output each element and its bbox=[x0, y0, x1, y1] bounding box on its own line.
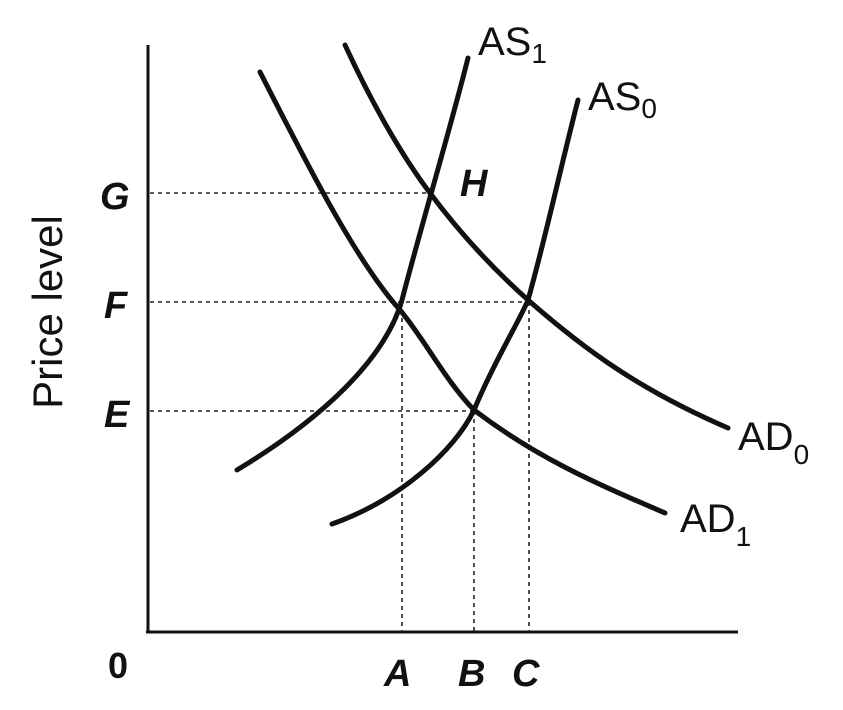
output-label-b: B bbox=[458, 653, 485, 695]
ad0-curve bbox=[342, 42, 731, 431]
as1-label: AS1 bbox=[478, 20, 547, 69]
point-h-label: H bbox=[460, 163, 489, 205]
price-label-f: F bbox=[104, 285, 129, 327]
ad0-label: AD0 bbox=[738, 415, 809, 470]
as1-curve bbox=[234, 55, 471, 473]
y-axis-title: Price level bbox=[24, 215, 71, 409]
as0-curve bbox=[329, 97, 581, 527]
ad1-curve bbox=[257, 69, 668, 516]
as0-label: AS0 bbox=[588, 75, 657, 124]
output-label-c: C bbox=[512, 653, 540, 695]
price-label-e: E bbox=[104, 394, 131, 436]
ad1-label: AD1 bbox=[680, 497, 751, 552]
output-label-a: A bbox=[383, 653, 411, 695]
origin-label: 0 bbox=[108, 645, 128, 686]
price-label-g: G bbox=[100, 176, 130, 218]
